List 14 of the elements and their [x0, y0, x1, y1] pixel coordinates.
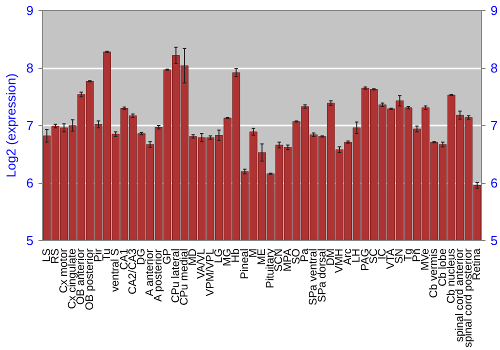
y2-tick-label: 8	[490, 60, 498, 76]
x-tick-label: RS	[49, 248, 62, 264]
y-tick-label: 5	[26, 233, 34, 248]
x-tick-label: OB posterior	[84, 248, 96, 310]
y2-tick-label: 9	[490, 3, 498, 18]
y-axis-title: Log2 (expression)	[3, 73, 18, 178]
y2-tick-label: 7	[490, 118, 498, 133]
y2-tick-label: 5	[490, 233, 498, 248]
y-tick-label: 7	[26, 118, 34, 133]
y2-tick-label: 6	[490, 176, 498, 190]
y-tick-label: 9	[26, 3, 34, 18]
x-tick-label: Tg	[402, 248, 414, 262]
y-tick-label: 6	[26, 176, 34, 190]
y-tick-label: 8	[26, 60, 34, 76]
